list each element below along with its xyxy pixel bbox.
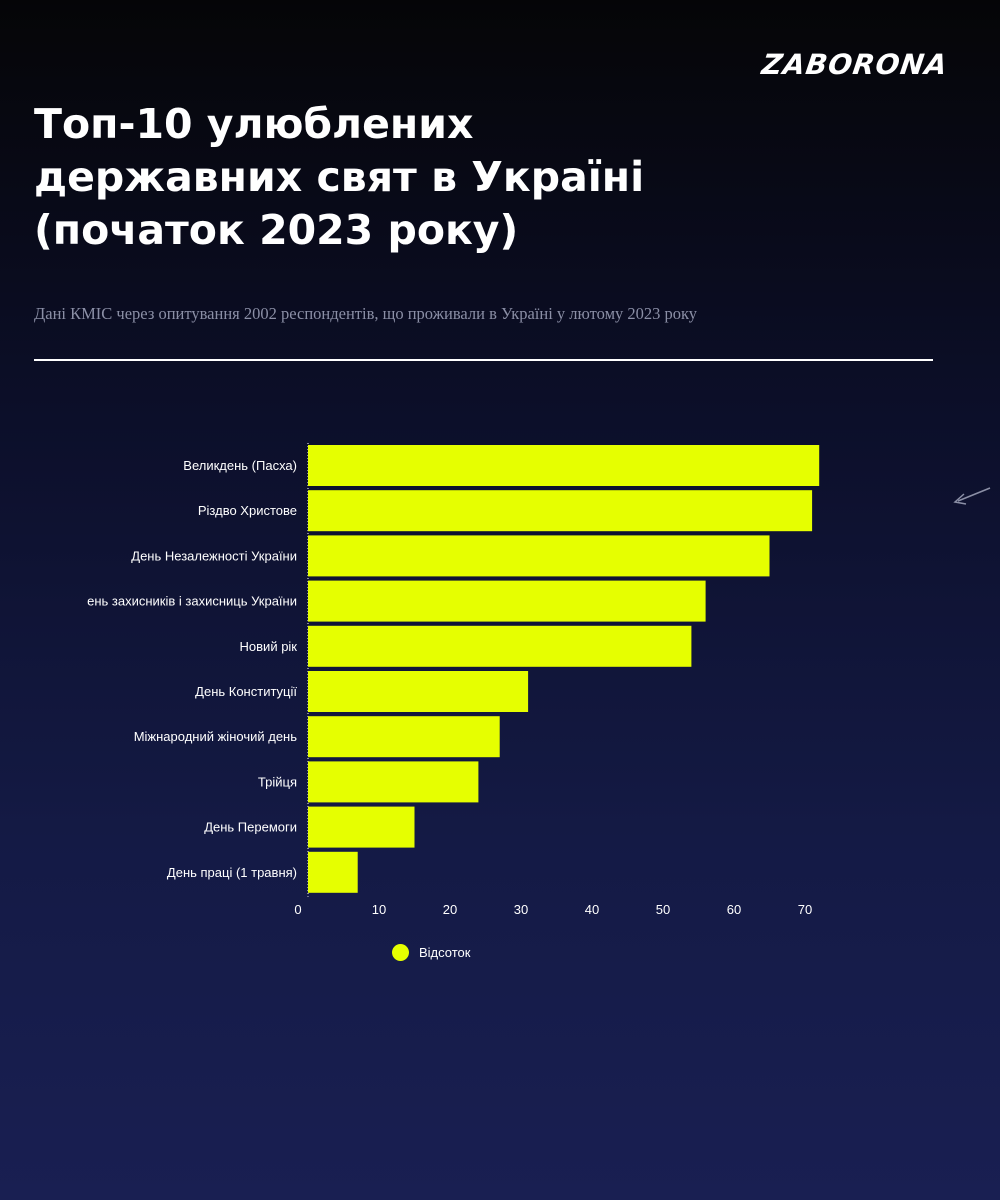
bar [308, 761, 479, 803]
chart-subtitle: Дані КМІС через опитування 2002 респонде… [34, 304, 698, 323]
category-label: Новий рік [240, 639, 298, 654]
category-label: День праці (1 травня) [167, 865, 297, 880]
category-label: Великдень (Пасха) [183, 458, 297, 473]
title-line: державних свят в Україні [34, 153, 645, 201]
x-tick-label: 10 [372, 902, 386, 917]
bar [308, 716, 500, 758]
bar [308, 535, 770, 577]
arrow-pointer-icon [953, 487, 991, 505]
x-tick-label: 60 [727, 902, 741, 917]
category-label: Трійця [258, 774, 297, 789]
bar [308, 806, 415, 848]
x-tick-label: 20 [443, 902, 457, 917]
title-line: Топ-10 улюблених [34, 100, 474, 148]
legend-swatch [392, 944, 409, 961]
category-label: День Незалежності України [131, 548, 297, 563]
brand-logo: ZABORONA [759, 48, 950, 81]
bar [308, 671, 529, 712]
header-divider [34, 359, 933, 361]
legend: Відсоток [392, 944, 470, 961]
category-label: Різдво Христове [198, 503, 297, 518]
bar [308, 580, 706, 622]
title-line: (початок 2023 року) [34, 206, 519, 254]
category-label: ень захисників і захисниць України [87, 594, 297, 609]
bar [308, 490, 813, 532]
x-tick-label: 30 [514, 902, 528, 917]
category-label: День Конституції [195, 684, 297, 699]
category-label: День Перемоги [204, 820, 297, 835]
bar [308, 625, 692, 667]
x-tick-label: 70 [798, 902, 812, 917]
bar [308, 445, 820, 486]
x-tick-label: 50 [656, 902, 670, 917]
chart-title: Топ-10 улюблених державних свят в Україн… [34, 98, 754, 257]
legend-label: Відсоток [419, 945, 471, 960]
category-label: Міжнародний жіночий день [134, 729, 298, 744]
bar-chart: Великдень (Пасха) Різдво Христове День Нез… [87, 443, 820, 917]
x-tick-label: 40 [585, 902, 599, 917]
bar [308, 851, 358, 893]
x-tick-label: 0 [294, 902, 301, 917]
